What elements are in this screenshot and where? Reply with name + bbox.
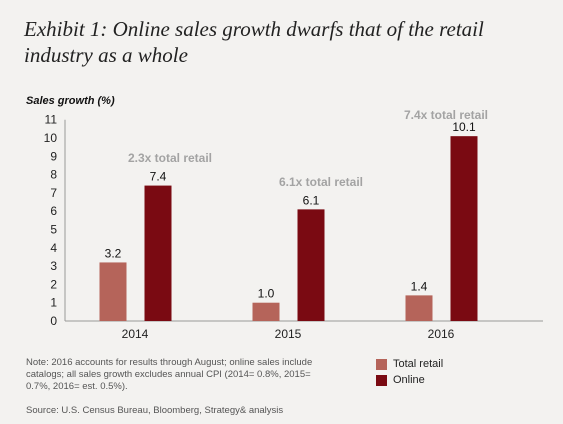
legend-item-total-retail: Total retail xyxy=(376,357,443,371)
bar-online xyxy=(144,185,172,321)
legend-swatch-online xyxy=(376,374,387,386)
y-tick-label: 10 xyxy=(44,131,58,145)
x-tick-label: 2016 xyxy=(428,327,455,341)
legend-label-total-retail: Total retail xyxy=(393,358,444,370)
source-note: Source: U.S. Census Bureau, Bloomberg, S… xyxy=(26,405,284,416)
y-tick-label: 0 xyxy=(50,314,57,328)
multiplier-annotation: 2.3x total retail xyxy=(128,151,212,165)
y-tick-label: 7 xyxy=(50,186,57,200)
y-tick-label: 9 xyxy=(50,149,57,163)
multiplier-annotation: 7.4x total retail xyxy=(404,108,488,122)
chart-title: Exhibit 1: Online sales growth dwarfs th… xyxy=(24,17,484,67)
y-tick-label: 6 xyxy=(50,204,57,218)
x-tick-label: 2015 xyxy=(275,327,302,341)
multiplier-annotation: 6.1x total retail xyxy=(279,175,363,189)
y-tick-label: 3 xyxy=(50,259,57,273)
y-tick-label: 11 xyxy=(45,113,58,127)
y-tick-label: 1 xyxy=(50,296,57,310)
data-label: 1.4 xyxy=(411,279,428,293)
bar-total-retail xyxy=(99,262,127,321)
bar-total-retail xyxy=(252,302,280,321)
x-tick-label: 2014 xyxy=(122,327,149,341)
legend-label-online: Online xyxy=(393,374,425,386)
y-tick-label: 5 xyxy=(50,223,57,237)
y-tick-label: 4 xyxy=(50,241,57,255)
y-axis-label: Sales growth (%) xyxy=(26,95,115,107)
footnote: Note: 2016 accounts for results through … xyxy=(26,357,313,392)
legend-item-online: Online xyxy=(376,373,425,387)
data-label: 10.1 xyxy=(452,120,476,134)
bar-online xyxy=(450,136,478,321)
data-label: 3.2 xyxy=(105,246,122,260)
bar-online xyxy=(297,209,325,321)
data-label: 6.1 xyxy=(303,193,320,207)
data-label: 7.4 xyxy=(150,170,167,184)
y-tick-label: 2 xyxy=(50,277,57,291)
y-tick-label: 8 xyxy=(50,168,57,182)
data-label: 1.0 xyxy=(258,287,275,301)
legend-swatch-total-retail xyxy=(376,358,387,370)
bar-total-retail xyxy=(405,295,433,321)
